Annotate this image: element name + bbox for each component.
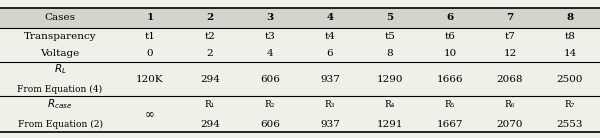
Text: t3: t3: [265, 32, 275, 41]
Bar: [0, 8, 600, 28]
Text: 2070: 2070: [497, 120, 523, 129]
Text: t6: t6: [445, 32, 455, 41]
Text: 2068: 2068: [497, 75, 523, 84]
Text: ∞: ∞: [145, 108, 155, 121]
Text: 8: 8: [566, 13, 574, 22]
Text: From Equation (4): From Equation (4): [17, 85, 103, 94]
Text: t1: t1: [145, 32, 155, 41]
Text: 4: 4: [266, 49, 274, 58]
Text: R₆: R₆: [505, 100, 515, 109]
Text: 606: 606: [260, 120, 280, 129]
Text: R₄: R₄: [385, 100, 395, 109]
Text: 10: 10: [443, 49, 457, 58]
Text: 8: 8: [386, 49, 394, 58]
Text: 6: 6: [326, 49, 334, 58]
Text: 1290: 1290: [377, 75, 403, 84]
Text: R₁: R₁: [205, 100, 215, 109]
Text: Transparency: Transparency: [23, 32, 97, 41]
Text: 937: 937: [320, 75, 340, 84]
Text: 12: 12: [503, 49, 517, 58]
Text: 606: 606: [260, 75, 280, 84]
Text: 937: 937: [320, 120, 340, 129]
Text: Voltage: Voltage: [40, 49, 80, 58]
Text: 1291: 1291: [377, 120, 403, 129]
Text: 120K: 120K: [136, 75, 164, 84]
Text: 3: 3: [266, 13, 274, 22]
Text: 7: 7: [506, 13, 514, 22]
Text: 14: 14: [563, 49, 577, 58]
Text: 2: 2: [206, 49, 214, 58]
Text: $R_{case}$: $R_{case}$: [47, 97, 73, 111]
Text: 294: 294: [200, 120, 220, 129]
Text: $R_L$: $R_L$: [53, 62, 67, 76]
Text: R₂: R₂: [265, 100, 275, 109]
Text: From Equation (2): From Equation (2): [17, 120, 103, 129]
Text: t7: t7: [505, 32, 515, 41]
Text: t2: t2: [205, 32, 215, 41]
Text: t8: t8: [565, 32, 575, 41]
Text: R₅: R₅: [445, 100, 455, 109]
Text: R₃: R₃: [325, 100, 335, 109]
Text: 5: 5: [386, 13, 394, 22]
Text: 2500: 2500: [557, 75, 583, 84]
Text: t4: t4: [325, 32, 335, 41]
Text: 6: 6: [446, 13, 454, 22]
Text: 1666: 1666: [437, 75, 463, 84]
Text: 0: 0: [146, 49, 154, 58]
Text: 1667: 1667: [437, 120, 463, 129]
Text: 294: 294: [200, 75, 220, 84]
Text: 2: 2: [206, 13, 214, 22]
Text: Cases: Cases: [44, 13, 76, 22]
Text: R₇: R₇: [565, 100, 575, 109]
Text: 1: 1: [146, 13, 154, 22]
Text: t5: t5: [385, 32, 395, 41]
Text: 4: 4: [326, 13, 334, 22]
Text: 2553: 2553: [557, 120, 583, 129]
